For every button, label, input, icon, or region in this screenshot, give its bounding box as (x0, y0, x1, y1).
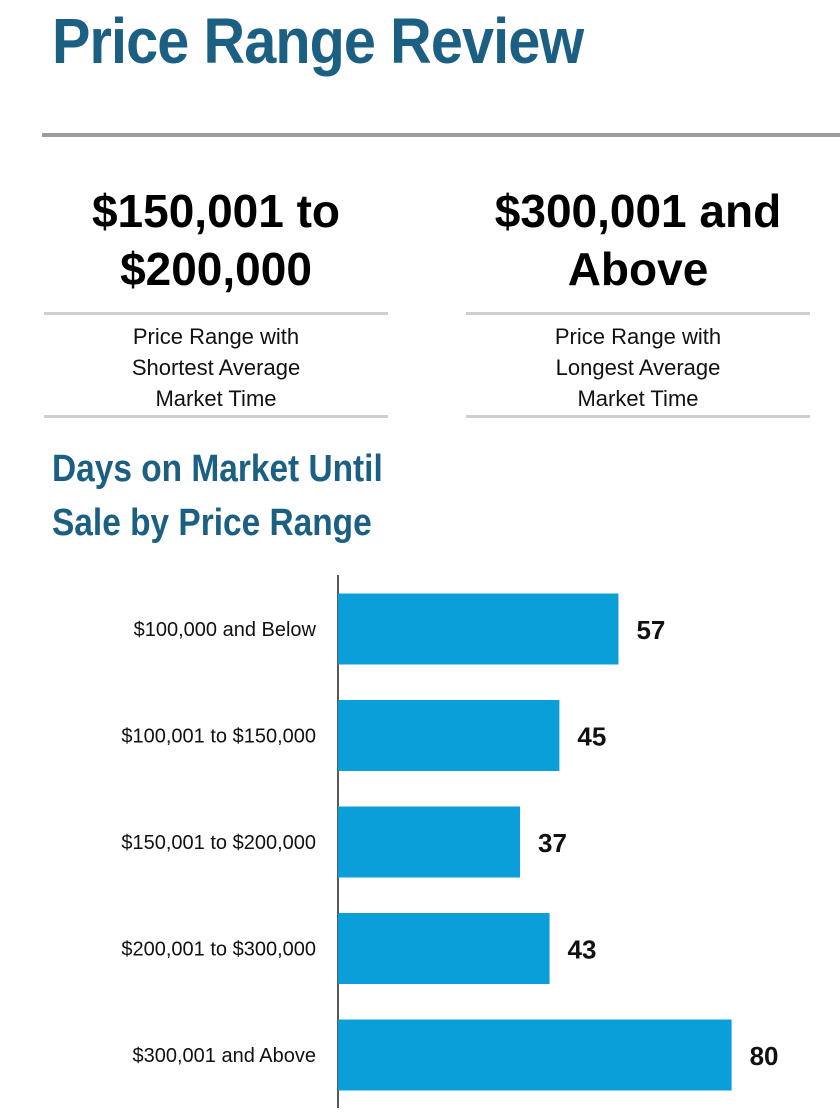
category-label: $100,001 to $150,000 (121, 726, 316, 748)
shortest-market-time-highlight: $150,001 to $200,000 Price Range with Sh… (44, 182, 388, 418)
bar (338, 806, 521, 878)
category-label: $200,001 to $300,000 (121, 939, 316, 961)
category-label: $150,001 to $200,000 (121, 832, 316, 854)
value-label: 57 (636, 615, 665, 645)
value-label: 37 (538, 828, 567, 858)
value-label: 45 (577, 722, 606, 752)
bar (338, 593, 619, 665)
value-label: 43 (568, 935, 597, 965)
highlight-value-line: Above (567, 243, 709, 295)
highlight-value-line: $200,000 (120, 243, 312, 295)
days-on-market-bar-chart: $100,000 and Below 57 $100,001 to $150,000… (121, 575, 779, 1108)
highlight-divider (466, 312, 810, 315)
bar (338, 913, 550, 984)
highlight-description-line: Price Range with (132, 324, 300, 349)
highlight-value: $150,001 to $200,000 (44, 182, 388, 312)
highlight-divider (466, 415, 810, 418)
highlight-value-line: $150,001 to (91, 185, 341, 237)
chart-title: Days on Market Until Sale by Price Range (52, 448, 383, 544)
highlight-description-line: Market Time (577, 386, 699, 411)
highlight-divider (44, 312, 388, 315)
title-divider (42, 133, 840, 137)
highlight-value-line: $300,001 and (494, 185, 782, 237)
highlight-description: Price Range with Longest Average Market … (466, 315, 810, 415)
highlight-description-line: Price Range with (554, 324, 722, 349)
highlight-value: $300,001 and Above (466, 182, 810, 312)
chart-marks: $100,000 and Below 57 $100,001 to $150,000… (121, 593, 779, 1091)
highlight-divider (44, 415, 388, 418)
highlight-description: Price Range with Shortest Average Market… (44, 315, 388, 415)
highlight-description-line: Shortest Average (131, 355, 301, 380)
bar (338, 1019, 732, 1091)
value-label: 80 (750, 1041, 779, 1071)
highlight-description-line: Market Time (155, 386, 277, 411)
category-label: $100,000 and Below (134, 619, 317, 641)
longest-market-time-highlight: $300,001 and Above Price Range with Long… (466, 182, 810, 418)
bar (338, 700, 560, 771)
category-label: $300,001 and Above (132, 1045, 316, 1067)
page-title: Price Range Review (52, 5, 584, 77)
highlight-description-line: Longest Average (555, 355, 721, 380)
